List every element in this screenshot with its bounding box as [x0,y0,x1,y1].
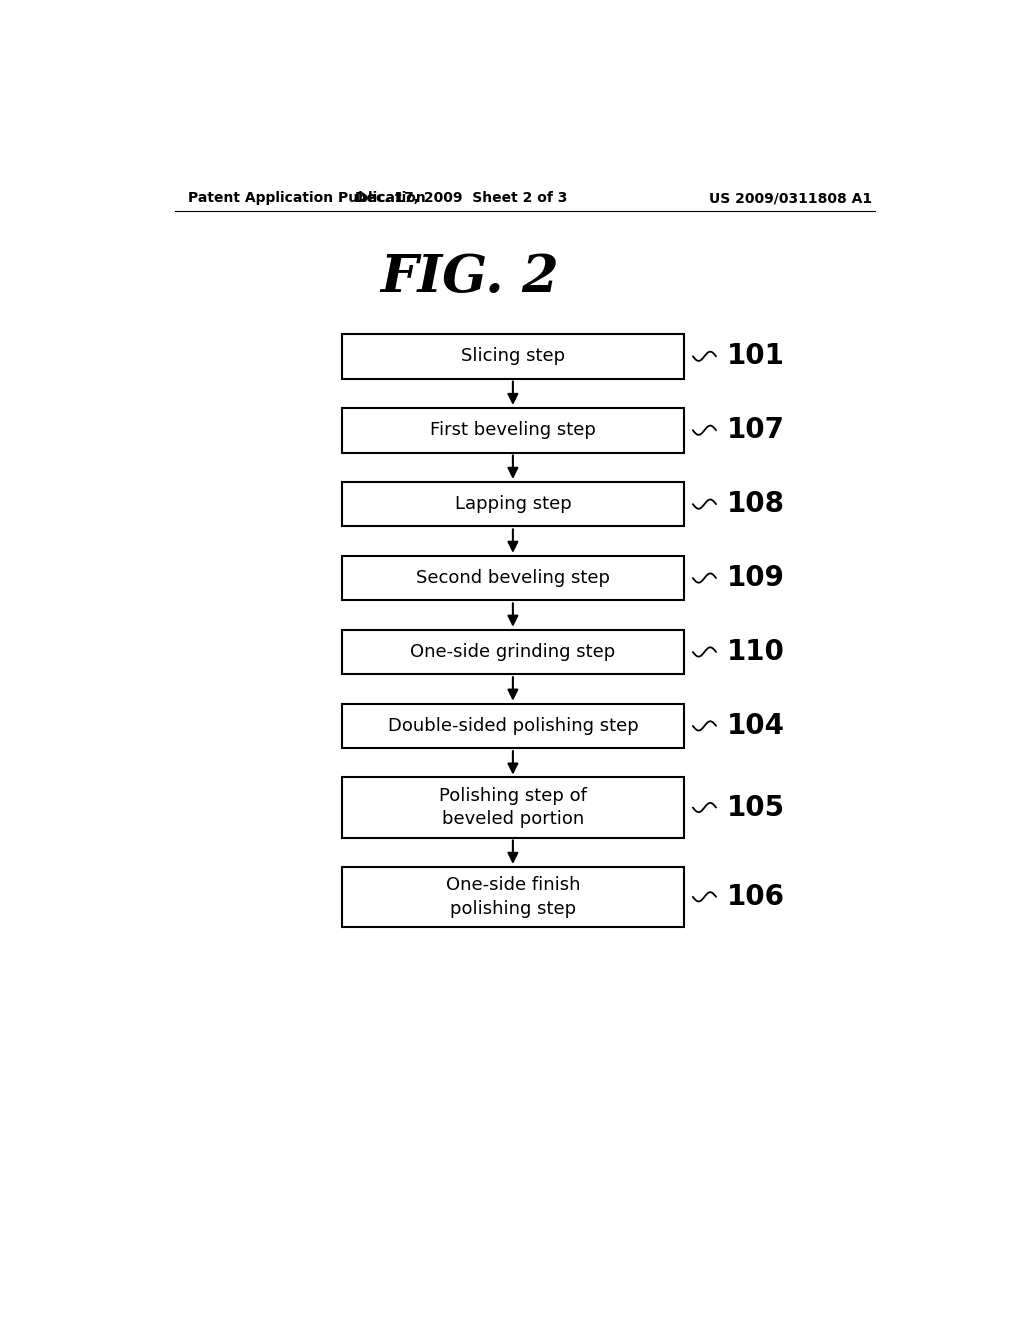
Text: One-side grinding step: One-side grinding step [411,643,615,661]
Text: Second beveling step: Second beveling step [416,569,610,587]
Text: Lapping step: Lapping step [455,495,571,513]
Text: 101: 101 [727,342,784,371]
Text: One-side finish
polishing step: One-side finish polishing step [445,876,581,917]
Bar [342,867,684,927]
Text: 104: 104 [727,711,785,741]
Text: 110: 110 [727,638,784,667]
Text: 109: 109 [727,564,784,593]
Bar [342,334,684,379]
Text: 105: 105 [727,793,785,821]
Text: Slicing step: Slicing step [461,347,565,366]
Text: Polishing step of
beveled portion: Polishing step of beveled portion [439,787,587,829]
Bar [342,630,684,675]
Text: FIG. 2: FIG. 2 [380,252,559,304]
Text: 106: 106 [727,883,785,911]
Text: Double-sided polishing step: Double-sided polishing step [387,717,638,735]
Text: Dec. 17, 2009  Sheet 2 of 3: Dec. 17, 2009 Sheet 2 of 3 [355,191,567,206]
Text: Patent Application Publication: Patent Application Publication [188,191,426,206]
Text: 107: 107 [727,416,785,445]
Text: 108: 108 [727,490,785,519]
Text: US 2009/0311808 A1: US 2009/0311808 A1 [709,191,872,206]
Bar [342,408,684,453]
Text: First beveling step: First beveling step [430,421,596,440]
Bar [342,704,684,748]
Bar [342,777,684,838]
Bar [342,556,684,601]
Bar [342,482,684,527]
